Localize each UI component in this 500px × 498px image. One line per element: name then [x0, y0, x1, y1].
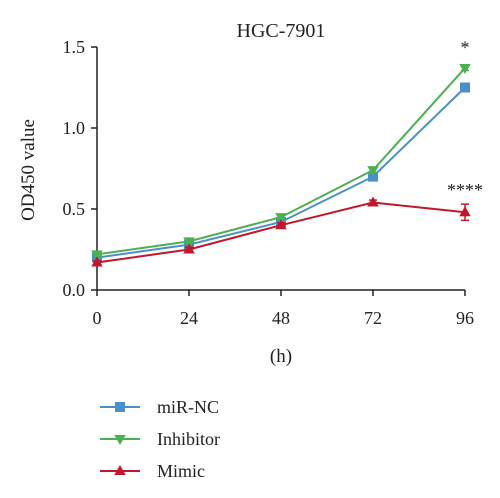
data-point [367, 166, 379, 177]
legend-item: Inhibitor [100, 429, 220, 449]
series-line [96, 86, 466, 259]
y-tick-label: 1.0 [63, 118, 86, 138]
data-point [275, 213, 287, 224]
data-point [368, 171, 378, 182]
data-point [459, 64, 471, 75]
legend: miR-NC Inhibitor Mimic [100, 397, 220, 481]
x-tick-label: 0 [93, 308, 102, 328]
data-point [183, 237, 195, 248]
series-inhibitor [91, 64, 471, 261]
x-tick-label: 72 [364, 308, 382, 328]
series-mir-nc [92, 82, 470, 263]
data-point [183, 243, 195, 254]
legend-marker [114, 435, 126, 445]
legend-item: Mimic [100, 461, 205, 481]
data-point [275, 219, 287, 230]
legend-marker [114, 465, 126, 475]
y-tick-label: 1.5 [63, 37, 86, 57]
legend-label: Mimic [157, 461, 205, 481]
y-tick-label: 0.5 [63, 199, 86, 219]
x-tick-label: 24 [180, 308, 198, 328]
y-tick-label: 0.0 [63, 280, 86, 300]
annotation-layer: ***** [447, 37, 483, 200]
legend-item: miR-NC [100, 397, 219, 417]
axes: 0.0 0.5 1.0 1.5 0 24 48 72 96 [63, 37, 475, 328]
x-axis-label: (h) [270, 346, 292, 367]
series-line [96, 201, 466, 264]
data-point [367, 196, 379, 207]
y-axis-label: OD450 value [18, 119, 39, 221]
chart-title: HGC-7901 [237, 20, 326, 42]
x-tick-label: 48 [272, 308, 290, 328]
series-layer [91, 64, 471, 267]
legend-label: miR-NC [157, 397, 219, 417]
data-point [91, 256, 103, 267]
data-point [460, 82, 470, 93]
data-point [91, 250, 103, 261]
legend-marker [115, 402, 125, 412]
significance-annotation: * [461, 37, 470, 57]
data-point [459, 206, 471, 217]
significance-annotation: **** [447, 180, 483, 200]
x-tick-label: 96 [456, 308, 474, 328]
legend-label: Inhibitor [157, 429, 220, 449]
series-mimic [91, 196, 471, 267]
